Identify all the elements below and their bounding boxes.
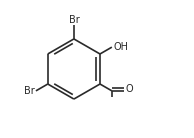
Text: OH: OH — [113, 42, 128, 52]
Text: Br: Br — [68, 15, 79, 25]
Text: Br: Br — [24, 86, 34, 96]
Text: O: O — [125, 84, 133, 94]
